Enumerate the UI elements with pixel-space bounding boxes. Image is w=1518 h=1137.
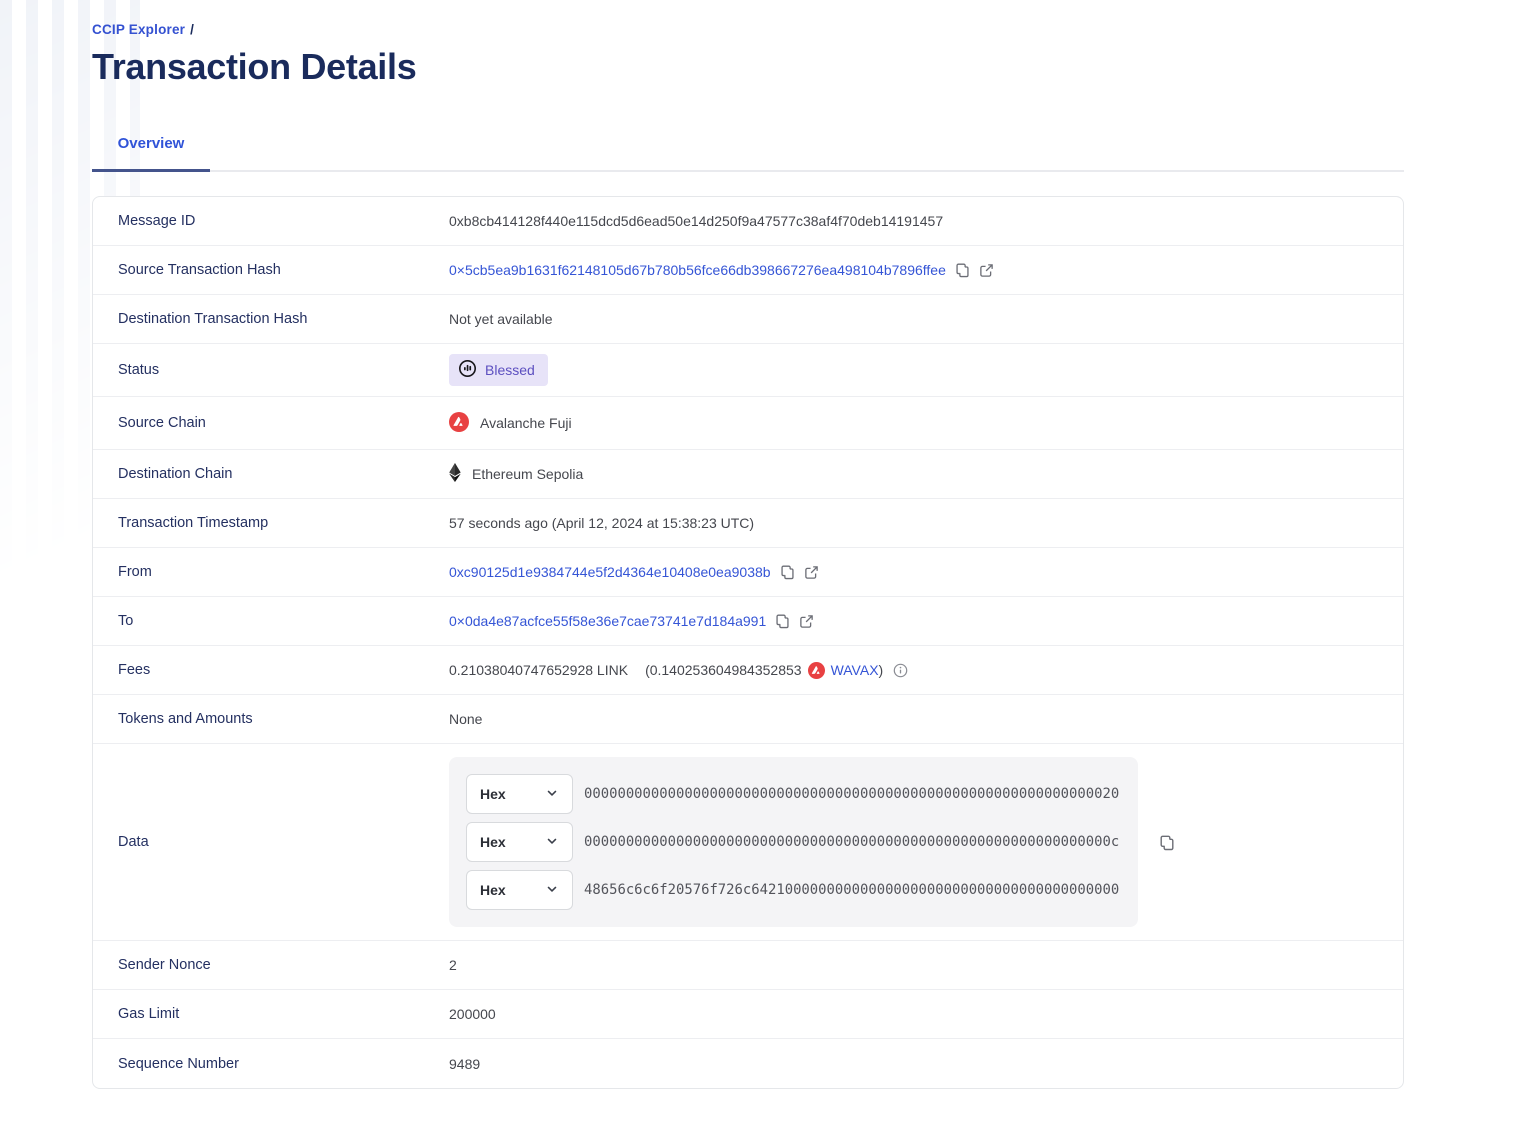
blessed-signal-icon	[458, 359, 477, 381]
sequence-number-value: 9489	[449, 1055, 481, 1072]
table-row-message-id: Message ID 0xb8cb414128f440e115dcd5d6ead…	[93, 197, 1403, 246]
chevron-down-icon	[545, 834, 559, 851]
data-line: Hex 48656c6c6f20576f726c6421000000000000…	[466, 870, 1121, 910]
data-format-select[interactable]: Hex	[466, 822, 573, 862]
copy-icon	[1159, 834, 1175, 851]
row-label: Destination Transaction Hash	[118, 311, 308, 327]
avalanche-icon	[807, 661, 825, 679]
dest-chain-value: Ethereum Sepolia	[449, 463, 583, 485]
copy-icon	[780, 564, 795, 580]
data-format-value: Hex	[480, 786, 506, 802]
row-label: Gas Limit	[118, 1006, 180, 1022]
avalanche-icon	[449, 411, 469, 435]
tab-bar: Overview	[92, 135, 1404, 172]
data-hex-line: 0000000000000000000000000000000000000000…	[584, 834, 1120, 850]
table-row-source-chain: Source Chain Avalanche Fuji	[93, 397, 1403, 450]
row-label: Tokens and Amounts	[118, 711, 253, 727]
table-row-dest-tx-hash: Destination Transaction Hash Not yet ava…	[93, 295, 1403, 344]
row-label: Destination Chain	[118, 466, 233, 482]
chevron-down-icon	[545, 882, 559, 899]
breadcrumb-separator: /	[190, 22, 195, 37]
status-badge-label: Blessed	[485, 362, 535, 378]
table-row-dest-chain: Destination Chain Ethereum Sepolia	[93, 450, 1403, 499]
data-hex-line: 48656c6c6f20576f726c64210000000000000000…	[584, 882, 1120, 898]
info-icon	[893, 663, 908, 678]
copy-button[interactable]	[780, 564, 795, 580]
row-label: To	[118, 613, 134, 629]
copy-button[interactable]	[775, 613, 790, 629]
table-row-data: Data Hex 0000000000000000000000000000000…	[93, 744, 1403, 941]
table-row-source-tx-hash: Source Transaction Hash 0×5cb5ea9b1631f6…	[93, 246, 1403, 295]
transaction-details-table: Message ID 0xb8cb414128f440e115dcd5d6ead…	[92, 196, 1404, 1089]
row-label: From	[118, 564, 152, 580]
gas-limit-value: 200000	[449, 1006, 496, 1022]
external-link-button[interactable]	[799, 614, 814, 629]
data-format-select[interactable]: Hex	[466, 774, 573, 814]
external-link-icon	[979, 263, 994, 278]
source-chain-value: Avalanche Fuji	[449, 411, 572, 435]
external-link-button[interactable]	[804, 565, 819, 580]
table-row-from: From 0xc90125d1e9384744e5f2d4364e10408e0…	[93, 548, 1403, 597]
table-row-timestamp: Transaction Timestamp 57 seconds ago (Ap…	[93, 499, 1403, 548]
sender-nonce-value: 2	[449, 957, 457, 973]
source-tx-hash-link[interactable]: 0×5cb5ea9b1631f62148105d67b780b56fce66db…	[449, 262, 946, 278]
breadcrumb-ccip-explorer-link[interactable]: CCIP Explorer	[92, 22, 186, 37]
breadcrumb: CCIP Explorer /	[92, 22, 1404, 37]
fees-info-button[interactable]	[893, 663, 908, 678]
dest-chain-name: Ethereum Sepolia	[472, 466, 584, 482]
message-id-value: 0xb8cb414128f440e115dcd5d6ead50e14d250f9…	[449, 213, 944, 229]
external-link-icon	[799, 614, 814, 629]
from-address-link[interactable]: 0xc90125d1e9384744e5f2d4364e10408e0ea903…	[449, 564, 771, 580]
data-copy-button[interactable]	[1159, 834, 1175, 851]
tab-overview[interactable]: Overview	[92, 135, 210, 172]
row-label: Data	[118, 834, 149, 850]
row-label: Fees	[118, 662, 151, 678]
timestamp-value: 57 seconds ago (April 12, 2024 at 15:38:…	[449, 515, 755, 531]
data-format-value: Hex	[480, 882, 506, 898]
fees-converted-open: (0.140253604984352853	[645, 662, 802, 678]
tokens-value: None	[449, 711, 483, 727]
data-line: Hex 000000000000000000000000000000000000…	[466, 822, 1121, 862]
table-row-to: To 0×0da4e87acfce55f58e36e7cae73741e7d18…	[93, 597, 1403, 646]
data-line: Hex 000000000000000000000000000000000000…	[466, 774, 1121, 814]
status-badge: Blessed	[449, 354, 548, 386]
fees-converted-close: )	[878, 662, 884, 678]
dest-tx-hash-value: Not yet available	[449, 311, 553, 327]
wavax-token-link[interactable]: WAVAX	[830, 662, 879, 678]
external-link-button[interactable]	[979, 263, 994, 278]
row-label: Source Transaction Hash	[118, 262, 281, 278]
external-link-icon	[804, 565, 819, 580]
ethereum-icon	[449, 463, 461, 485]
to-address-link[interactable]: 0×0da4e87acfce55f58e36e7cae73741e7d184a9…	[449, 613, 767, 629]
row-label: Message ID	[118, 213, 196, 229]
page-title: Transaction Details	[92, 46, 417, 87]
data-hex-line: 0000000000000000000000000000000000000000…	[584, 786, 1120, 802]
table-row-sequence-number: Sequence Number 9489	[93, 1039, 1403, 1088]
data-format-select[interactable]: Hex	[466, 870, 573, 910]
data-hex-box: Hex 000000000000000000000000000000000000…	[449, 757, 1138, 927]
table-row-tokens: Tokens and Amounts None	[93, 695, 1403, 744]
table-row-status: Status Blessed	[93, 344, 1403, 397]
table-row-fees: Fees 0.21038040747652928 LINK (0.1402536…	[93, 646, 1403, 695]
row-label: Transaction Timestamp	[118, 515, 269, 531]
table-row-sender-nonce: Sender Nonce 2	[93, 941, 1403, 990]
row-label: Status	[118, 362, 160, 378]
row-label: Sequence Number	[118, 1055, 239, 1072]
row-label: Source Chain	[118, 415, 206, 431]
source-chain-name: Avalanche Fuji	[480, 415, 572, 431]
data-format-value: Hex	[480, 834, 506, 850]
copy-icon	[775, 613, 790, 629]
row-label: Sender Nonce	[118, 957, 211, 973]
fees-link-amount: 0.21038040747652928 LINK	[449, 662, 629, 678]
copy-button[interactable]	[955, 262, 970, 278]
transaction-details-page: CCIP Explorer / Transaction Details Overv…	[92, 22, 1404, 1089]
copy-icon	[955, 262, 970, 278]
table-row-gas-limit: Gas Limit 200000	[93, 990, 1403, 1039]
chevron-down-icon	[545, 786, 559, 803]
